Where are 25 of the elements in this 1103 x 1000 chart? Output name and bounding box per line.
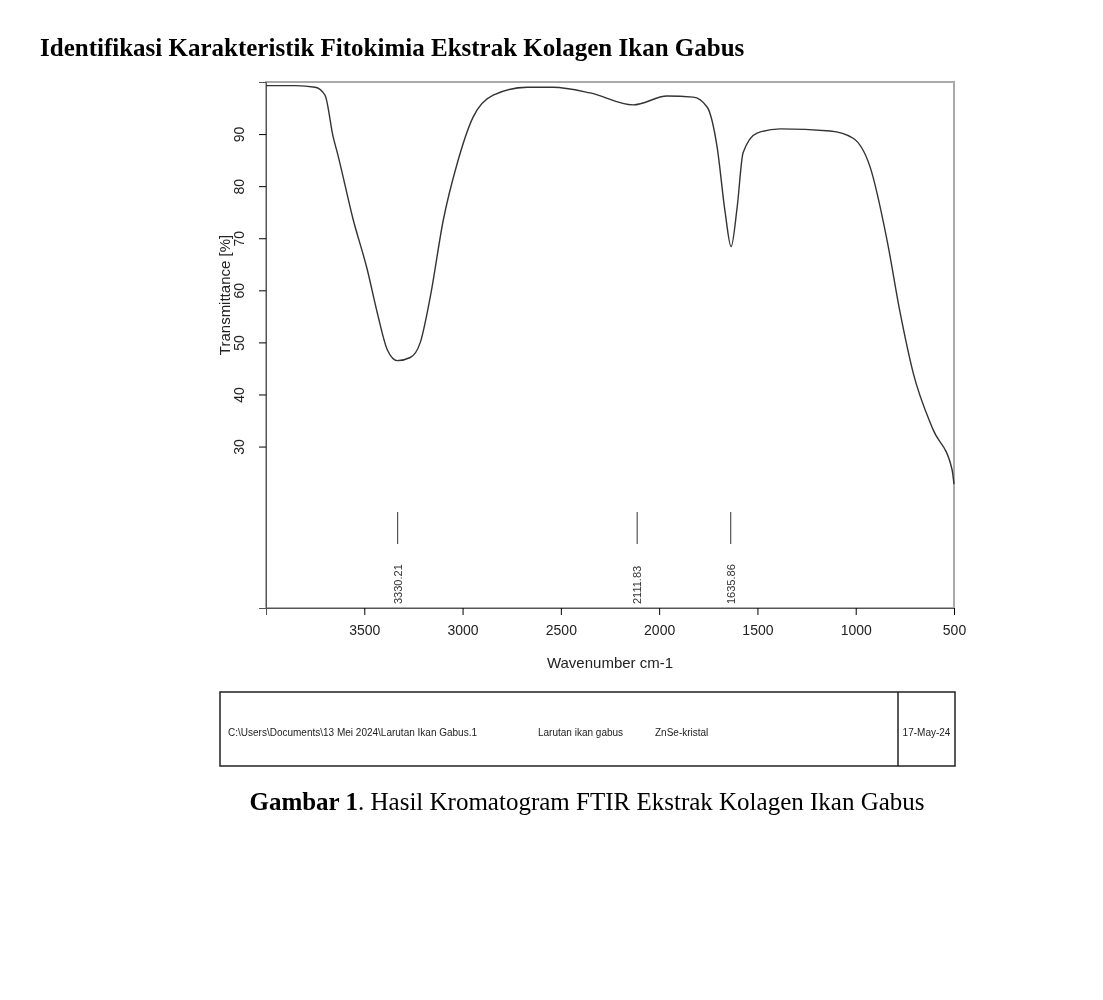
x-tick-label: 2500 — [545, 621, 578, 638]
annotation: 1635.86 — [724, 564, 737, 604]
x-tick-label: 1000 — [840, 621, 872, 638]
y-tick-label: 90 — [231, 126, 247, 143]
text: 17-May-24 — [902, 727, 951, 738]
y-tick-label: 30 — [231, 439, 247, 455]
y-tick-label: 80 — [231, 178, 247, 195]
chart-title: Identifikasi Karakteristik Fitokimia Ekstrak Kolagen Ikan Gabus — [40, 34, 745, 61]
text: ZnSe-kristal — [655, 727, 709, 738]
y-tick-label: 40 — [231, 386, 247, 403]
line-series — [265, 84, 955, 485]
annotation: 3330.21 — [391, 564, 404, 604]
text: Gambar 1. Hasil Kromatogram FTIR Ekstrak Kolagen Ikan Gabus — [249, 788, 925, 815]
x-tick-label: 1500 — [742, 621, 774, 638]
y-axis-title: Transmittance [%] — [216, 234, 233, 356]
text: Larutan ikan gabus — [538, 727, 624, 738]
text: C:\Users\Documents\13 Mei 2024\Larutan Ikan Gabus.1 — [228, 727, 478, 738]
x-tick-label: 3000 — [447, 621, 479, 638]
annotation: 2111.83 — [631, 565, 644, 604]
x-tick-label: 2000 — [644, 621, 676, 638]
x-tick-label: 3500 — [349, 621, 381, 638]
x-tick-label: 500 — [942, 621, 967, 638]
x-axis-title: Wavenumber cm-1 — [546, 654, 674, 671]
y-tick-label: 50 — [231, 334, 247, 351]
y-tick-label: 60 — [231, 282, 247, 299]
